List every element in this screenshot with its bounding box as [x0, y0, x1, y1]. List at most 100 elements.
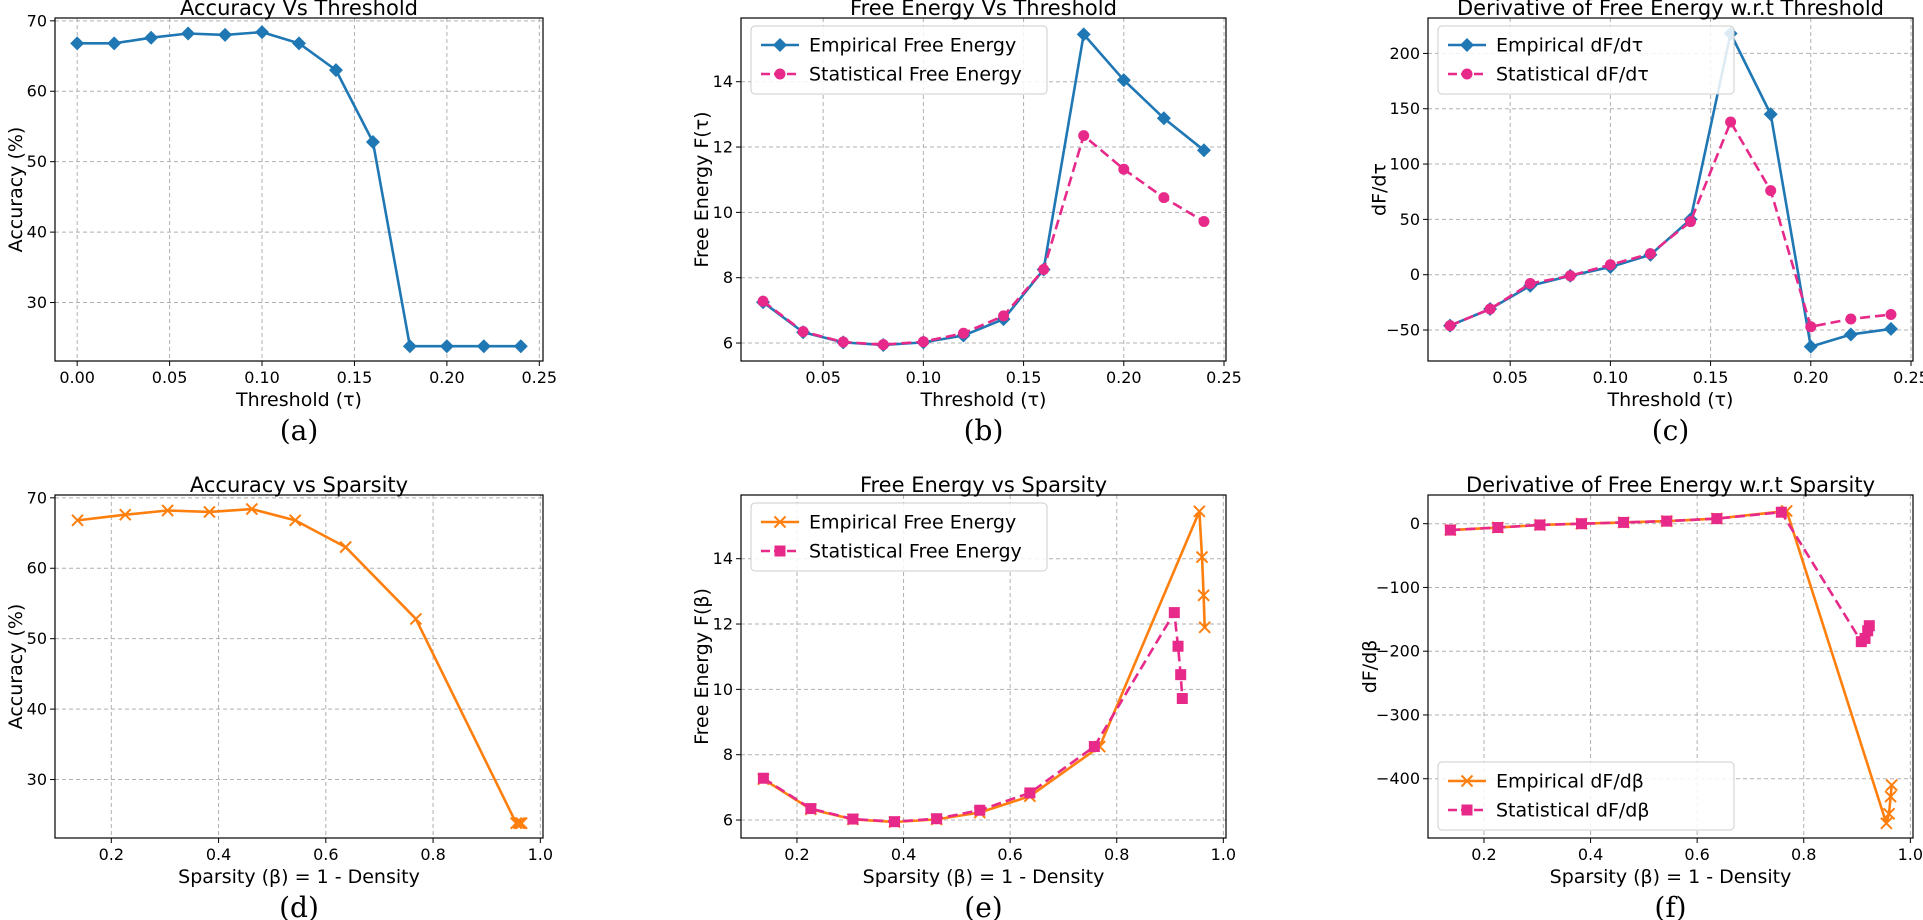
data-point [1843, 327, 1858, 342]
data-point [1158, 192, 1170, 204]
data-point [757, 295, 769, 307]
legend-box [750, 25, 1048, 95]
y-tick-label: 50 [27, 629, 47, 648]
x-axis-label: Threshold (τ) [235, 389, 362, 411]
plot-frame [1427, 17, 1914, 362]
data-point [1883, 321, 1898, 336]
data-point [877, 339, 889, 351]
data-point [203, 505, 216, 519]
legend-box [750, 502, 1048, 572]
x-tick-label: 1.0 [528, 845, 553, 864]
data-point [365, 134, 380, 149]
data-point [1196, 143, 1211, 158]
x-axis-label: Threshold (τ) [1607, 389, 1734, 411]
figure-caption: (c) [1652, 414, 1690, 447]
x-axis-label: Threshold (τ) [920, 389, 1047, 411]
data-point [1172, 640, 1184, 652]
plot-frame [740, 17, 1227, 362]
data-point [1885, 309, 1897, 321]
chart-title: Accuracy vs Sparsity [190, 473, 408, 497]
chart-c: 0.05 0.10 0.15 0.20 0.25 −50 0 50 100 150 200 Deriv… [1369, 0, 1923, 447]
x-tick-label: 0.6 [997, 845, 1022, 864]
x-tick-label: 0.25 [1893, 368, 1923, 387]
data-point [255, 25, 270, 40]
data-point [1444, 320, 1456, 332]
data-point [1885, 778, 1898, 792]
x-tick-label: 0.05 [805, 368, 841, 387]
y-tick-label: 10 [713, 680, 733, 699]
x-tick-label: 1.0 [1211, 845, 1236, 864]
y-tick-label: 12 [713, 138, 733, 157]
x-tick-label: 0.8 [1791, 845, 1816, 864]
data-point [1024, 787, 1036, 799]
y-tick-label: 14 [713, 549, 733, 568]
y-tick-label: 50 [27, 152, 47, 171]
figure-caption: (a) [280, 414, 319, 447]
legend-marker [1460, 38, 1474, 52]
data-point [1076, 27, 1091, 42]
x-tick-label: 0.2 [784, 845, 809, 864]
y-tick-label: 70 [27, 488, 47, 507]
data-point [837, 336, 849, 348]
legend-label: Empirical Free Energy [809, 512, 1016, 534]
legend: Empirical dF/dτ Statistical dF/dτ [1437, 25, 1735, 95]
y-tick-label: −300 [1376, 705, 1420, 724]
figure-caption: (d) [279, 891, 319, 920]
y-tick-label: 0 [1410, 265, 1420, 284]
data-point [1604, 259, 1616, 271]
data-point [797, 326, 809, 338]
data-point [888, 816, 900, 828]
data-point [805, 803, 817, 815]
legend-label: Empirical dF/dτ [1496, 35, 1643, 57]
y-tick-label: 14 [713, 72, 733, 91]
data-point [1176, 693, 1188, 705]
legend-marker [774, 545, 786, 557]
data-point [1618, 516, 1630, 528]
y-tick-label: 150 [1389, 99, 1420, 118]
legend: Empirical dF/dβ Statistical dF/dβ [1437, 761, 1735, 831]
data-point [757, 772, 769, 784]
y-tick-label: 60 [27, 82, 47, 101]
x-tick-label: 0.15 [337, 368, 373, 387]
data-point [1711, 513, 1723, 525]
data-point [1725, 116, 1737, 128]
chart-f: 0.2 0.4 0.6 0.8 1.0 −400 −300 −200 −100 0 Derivati… [1359, 473, 1923, 920]
data-point [957, 327, 969, 339]
legend-label: Empirical Free Energy [809, 35, 1016, 57]
data-point [1168, 607, 1180, 619]
y-tick-label: 40 [27, 700, 47, 719]
x-tick-label: 0.25 [1206, 368, 1242, 387]
x-tick-label: 0.2 [1471, 845, 1496, 864]
x-axis-label: Sparsity (β) = 1 - Density [863, 866, 1105, 888]
x-tick-label: 0.4 [891, 845, 916, 864]
y-axis-label: dF/dτ [1369, 163, 1391, 216]
y-tick-label: −400 [1376, 769, 1420, 788]
x-tick-label: 0.6 [1684, 845, 1709, 864]
data-point [1195, 550, 1209, 564]
y-axis-label: Accuracy (%) [5, 604, 27, 730]
data-point [328, 63, 343, 78]
data-point [289, 514, 302, 527]
y-tick-label: −50 [1386, 321, 1420, 340]
data-point [218, 27, 233, 42]
legend-marker [774, 68, 786, 80]
x-axis-label: Sparsity (β) = 1 - Density [1550, 866, 1792, 888]
chart-title: Free Energy vs Sparsity [860, 473, 1107, 497]
x-tick-label: 0.05 [152, 368, 188, 387]
plot-frame [54, 17, 544, 362]
data-point [917, 336, 929, 348]
y-tick-label: 10 [713, 203, 733, 222]
data-point [1685, 216, 1697, 228]
data-point [1564, 270, 1576, 282]
x-tick-label: 0.15 [1006, 368, 1042, 387]
legend-label: Statistical Free Energy [809, 64, 1022, 86]
data-point [1038, 264, 1050, 276]
data-point [1661, 515, 1673, 527]
data-point [1880, 817, 1893, 830]
y-tick-label: 6 [723, 811, 733, 830]
y-tick-label: 6 [723, 334, 733, 353]
data-point [1644, 248, 1656, 260]
data-point [439, 339, 454, 354]
y-tick-label: 0 [1410, 514, 1420, 533]
data-point [1803, 339, 1818, 354]
